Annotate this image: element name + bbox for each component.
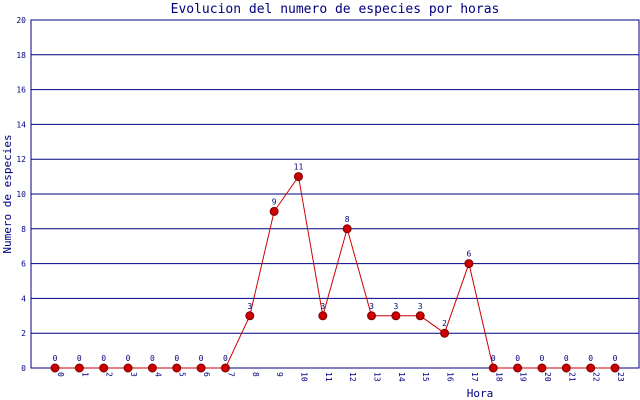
- chart-title: Evolucion del numero de especies por hor…: [171, 2, 500, 17]
- data-label: 11: [294, 163, 304, 172]
- x-tick-label: 14: [397, 372, 406, 382]
- x-tick-label: 1: [80, 372, 89, 377]
- y-tick-label: 2: [21, 329, 26, 338]
- data-label: 3: [369, 302, 374, 311]
- data-label: 0: [223, 354, 228, 363]
- x-tick-label: 2: [105, 372, 114, 377]
- y-axis-label: Numero de especies: [1, 134, 14, 253]
- data-label: 8: [345, 215, 350, 224]
- y-tick-label: 14: [16, 120, 26, 129]
- x-axis-label: Hora: [467, 387, 494, 400]
- x-tick-label: 22: [592, 372, 601, 382]
- data-label: 0: [53, 354, 58, 363]
- data-label: 0: [174, 354, 179, 363]
- point: [367, 311, 377, 321]
- x-tick-label: 5: [178, 372, 187, 377]
- y-tick-label: 8: [21, 225, 26, 234]
- point: [50, 363, 60, 373]
- data-label: 0: [199, 354, 204, 363]
- data-label: 3: [247, 302, 252, 311]
- point: [440, 328, 450, 338]
- point: [464, 259, 474, 269]
- point: [172, 363, 182, 373]
- x-tick-label: 3: [129, 372, 138, 377]
- point: [245, 311, 255, 321]
- point: [220, 363, 230, 373]
- data-label: 0: [588, 354, 593, 363]
- y-tick-label: 16: [16, 86, 26, 95]
- x-tick-label: 12: [348, 372, 357, 382]
- x-tick-label: 8: [251, 372, 260, 377]
- data-label: 0: [101, 354, 106, 363]
- data-label: 0: [77, 354, 82, 363]
- y-tick-label: 18: [16, 51, 26, 60]
- point: [269, 206, 279, 216]
- data-label: 0: [126, 354, 131, 363]
- point: [196, 363, 206, 373]
- y-tick-label: 6: [21, 260, 26, 269]
- point: [513, 363, 523, 373]
- x-tick-label: 17: [470, 372, 479, 382]
- data-label: 6: [466, 250, 471, 259]
- data-label: 0: [613, 354, 618, 363]
- x-tick-label: 21: [567, 372, 576, 382]
- point: [318, 311, 328, 321]
- x-tick-label: 19: [519, 372, 528, 382]
- x-tick-label: 0: [56, 372, 65, 377]
- data-label: 9: [272, 197, 277, 206]
- point: [293, 172, 303, 182]
- data-label: 3: [393, 302, 398, 311]
- data-label: 2: [442, 319, 447, 328]
- point: [537, 363, 547, 373]
- y-tick-label: 20: [16, 16, 26, 25]
- y-tick-label: 12: [16, 155, 26, 164]
- data-label: 0: [491, 354, 496, 363]
- x-tick-label: 18: [494, 372, 503, 382]
- y-tick-label: 10: [16, 190, 26, 199]
- point: [488, 363, 498, 373]
- x-tick-label: 16: [446, 372, 455, 382]
- x-tick-label: 11: [324, 372, 333, 382]
- point: [99, 363, 109, 373]
- x-tick-label: 23: [616, 372, 625, 382]
- data-label: 0: [150, 354, 155, 363]
- point: [147, 363, 157, 373]
- point: [123, 363, 133, 373]
- line: [55, 175, 615, 369]
- x-tick-label: 4: [153, 372, 162, 377]
- data-label: 0: [540, 354, 545, 363]
- point: [342, 224, 352, 234]
- x-tick-label: 20: [543, 372, 552, 382]
- x-tick-label: 15: [421, 372, 430, 382]
- data-label: 3: [320, 302, 325, 311]
- point: [415, 311, 425, 321]
- x-tick-label: 9: [275, 372, 284, 377]
- x-tick-label: 10: [299, 372, 308, 382]
- data-label: 3: [418, 302, 423, 311]
- point: [391, 311, 401, 321]
- point: [561, 363, 571, 373]
- y-tick-label: 4: [21, 294, 26, 303]
- x-tick-label: 13: [373, 372, 382, 382]
- point: [586, 363, 596, 373]
- data-label: 0: [564, 354, 569, 363]
- x-tick-label: 7: [226, 372, 235, 377]
- data-label: 0: [515, 354, 520, 363]
- point: [610, 363, 620, 373]
- x-tick-label: 6: [202, 372, 211, 377]
- y-tick-label: 0: [21, 364, 26, 373]
- point: [74, 363, 84, 373]
